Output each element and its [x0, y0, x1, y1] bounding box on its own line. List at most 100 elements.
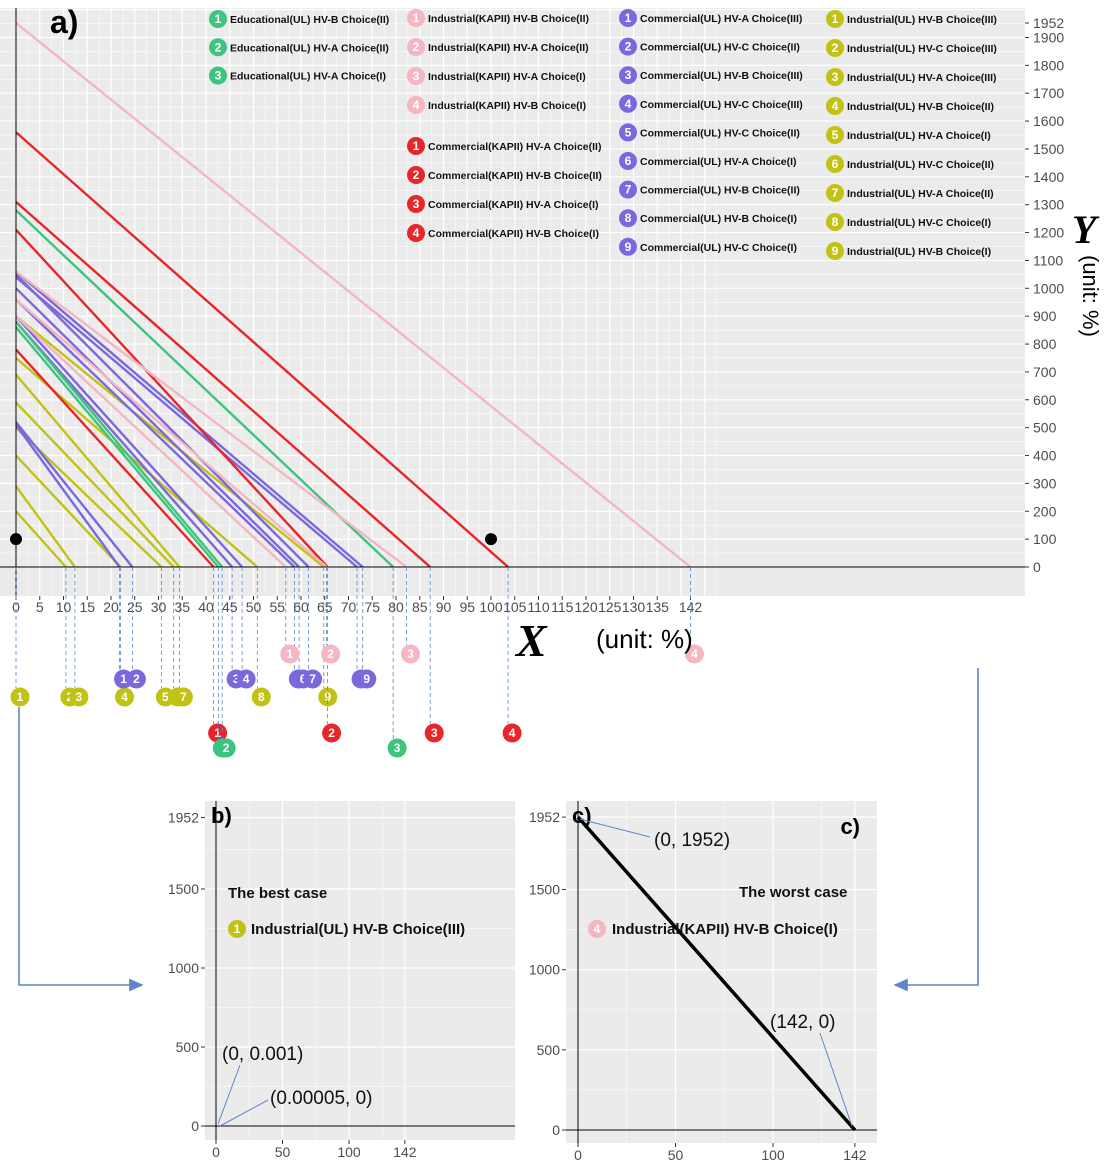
intercept-marker-CommercialUL-9-number: 9 [363, 672, 370, 686]
legend-marker-IndustrialUL-3: 3 [826, 68, 844, 86]
intercept-marker-Educational-2: 2 [216, 738, 236, 758]
y-tick-label: 1100 [1033, 252, 1063, 268]
legend-label-IndustrialUL-6: Industrial(UL) HV-C Choice(II) [847, 159, 994, 171]
x-tick-label: 110 [527, 599, 550, 615]
legend-label-IndustrialKAPII-3: Industrial(KAPII) HV-A Choice(I) [428, 71, 586, 83]
legend-marker-IndustrialUL-9-circle [826, 242, 844, 260]
intercept-marker-IndustrialKAPII-1: 1 [280, 644, 300, 664]
intercept-marker-Educational-2-circle [216, 738, 236, 758]
legend-marker-Educational-2-number: 2 [215, 40, 222, 54]
panel-c-x-tick-label: 0 [574, 1147, 582, 1163]
x-tick-label: 135 [646, 599, 670, 615]
panel-c-y-tick-label: 1500 [529, 882, 560, 898]
intercept-marker-CommercialUL-4-circle [236, 669, 256, 689]
legend-marker-CommercialKAPII-4: 4 [407, 224, 425, 242]
legend-label-IndustrialUL-2: Industrial(UL) HV-C Choice(III) [847, 43, 997, 55]
panel-c-case-label: The worst case [739, 884, 847, 901]
legend-label-IndustrialUL-5: Industrial(UL) HV-A Choice(I) [847, 130, 991, 142]
intercept-marker-CommercialUL-4: 4 [236, 669, 256, 689]
legend-marker-IndustrialUL-1-circle [826, 10, 844, 28]
legend-marker-IndustrialUL-4: 4 [826, 97, 844, 115]
series-line-CommercialUL-4 [15, 315, 243, 568]
legend-marker-IndustrialUL-2-circle [826, 39, 844, 57]
legend-label-CommercialUL-2: Commercial(UL) HV-C Choice(II) [640, 42, 800, 54]
legend-marker-CommercialUL-5-circle [619, 123, 637, 142]
legend-marker-CommercialKAPII-3: 3 [407, 195, 425, 213]
legend-label-Educational-1: Educational(UL) HV-B Choice(II) [230, 14, 389, 26]
x-tick-label: 95 [459, 599, 475, 615]
y-tick-label: 1000 [1033, 280, 1064, 296]
connector-arrows [18, 668, 979, 992]
y-tick-label: 1400 [1033, 169, 1064, 185]
legend-marker-IndustrialKAPII-4-number: 4 [413, 98, 420, 112]
legend-marker-IndustrialUL-3-circle [826, 68, 844, 86]
series-line-IndustrialKAPII-1 [15, 315, 287, 568]
panel-c-annotation-line [579, 818, 651, 838]
x-tick-label: 20 [103, 599, 119, 615]
legend-label-IndustrialUL-8: Industrial(UL) HV-C Choice(I) [847, 217, 991, 229]
x-tick-label: 90 [436, 599, 452, 615]
panel-c-series-marker-circle [588, 920, 606, 938]
legend-marker-CommercialUL-3-circle [619, 66, 637, 85]
legend-label-Educational-2: Educational(UL) HV-A Choice(II) [230, 42, 389, 54]
panel-c-corner-label: c) [840, 814, 860, 839]
intercept-marker-IndustrialKAPII-2-circle [321, 644, 341, 664]
legend-marker-CommercialKAPII-3-number: 3 [413, 197, 420, 211]
panel-b-background [205, 801, 515, 1140]
legend-marker-CommercialUL-6: 6 [619, 152, 637, 170]
intercept-marker-IndustrialUL-1-circle [10, 687, 30, 707]
arrow-to-best-case [18, 707, 144, 992]
y-tick-label: 1600 [1033, 113, 1064, 129]
series-line-CommercialKAPII-2 [15, 228, 329, 568]
legend-marker-CommercialUL-1: 1 [619, 9, 637, 27]
panel-c-y-tick-label: 1952 [529, 809, 560, 825]
legend-marker-CommercialUL-2-circle [619, 37, 637, 56]
panel-c-annotation: (0, 1952) [654, 830, 730, 851]
panel-b-series-marker-number: 1 [234, 922, 241, 936]
intercept-marker-IndustrialUL-7-circle [173, 687, 193, 707]
intercept-marker-IndustrialUL-1: 1 [10, 687, 30, 707]
legend-marker-CommercialUL-9-number: 9 [625, 240, 632, 254]
series-line-CommercialUL-9 [15, 270, 364, 568]
y-tick-label: 300 [1033, 475, 1057, 491]
series-line-CommercialKAPII-3 [15, 201, 431, 568]
panel-c-label: c) [572, 803, 592, 828]
legend-marker-IndustrialUL-5-number: 5 [832, 128, 839, 142]
x-tick-label: 25 [127, 599, 143, 615]
legend-label-CommercialUL-4: Commercial(UL) HV-C Choice(III) [640, 99, 803, 111]
intercept-marker-CommercialKAPII-3-number: 3 [431, 726, 438, 740]
series-line-IndustrialUL-9 [15, 315, 325, 568]
panel-a-legend: 1 Educational(UL) HV-B Choice(II) 2 Educati… [209, 9, 997, 260]
legend-marker-CommercialUL-8-number: 8 [625, 211, 632, 225]
legend-marker-CommercialUL-9: 9 [619, 237, 637, 256]
legend-marker-CommercialUL-4: 4 [619, 94, 637, 113]
legend-marker-CommercialUL-8-circle [619, 209, 637, 228]
panel-a-label: a) [50, 4, 78, 40]
legend-label-CommercialKAPII-4: Commercial(KAPII) HV-B Choice(I) [428, 228, 599, 240]
legend-marker-IndustrialUL-6-circle [826, 155, 844, 173]
intercept-marker-IndustrialUL-1-number: 1 [17, 690, 24, 704]
panel-b-annotation-line [219, 1099, 269, 1127]
series-line-IndustrialUL-7 [15, 373, 181, 568]
y-axis-title: Y [1072, 207, 1100, 252]
legend-label-IndustrialKAPII-1: Industrial(KAPII) HV-B Choice(II) [428, 13, 589, 25]
intercept-marker-IndustrialKAPII-3-number: 3 [407, 647, 414, 661]
legend-label-IndustrialUL-1: Industrial(UL) HV-B Choice(III) [847, 14, 997, 26]
intercept-marker-CommercialUL-9: 9 [357, 669, 377, 689]
series-line-CommercialUL-8 [15, 276, 358, 568]
panel-b-case-label: The best case [228, 885, 327, 902]
legend-marker-IndustrialKAPII-4-circle [407, 96, 425, 114]
y-tick-label: 700 [1033, 364, 1057, 380]
intercept-marker-CommercialUL-2: 2 [126, 669, 146, 689]
intercept-marker-IndustrialUL-8-number: 8 [258, 690, 265, 704]
intercept-marker-CommercialKAPII-1-number: 1 [214, 726, 221, 740]
series-line-IndustrialKAPII-2 [15, 298, 328, 568]
legend-marker-CommercialUL-1-circle [619, 9, 637, 27]
series-line-CommercialUL-7 [15, 273, 310, 568]
panel-a: 0 5 10 15 20 25 30 35 40 45 50 55 60 65 70 75 80 85 90 95 10… [0, 4, 1103, 758]
legend-label-CommercialKAPII-2: Commercial(KAPII) HV-B Choice(II) [428, 170, 602, 182]
legend-marker-IndustrialUL-5-circle [826, 126, 844, 144]
legend-marker-CommercialUL-4-number: 4 [625, 97, 632, 111]
panel-c-series-name: Industrial(KAPII) HV-B Choice(I) [612, 921, 838, 938]
